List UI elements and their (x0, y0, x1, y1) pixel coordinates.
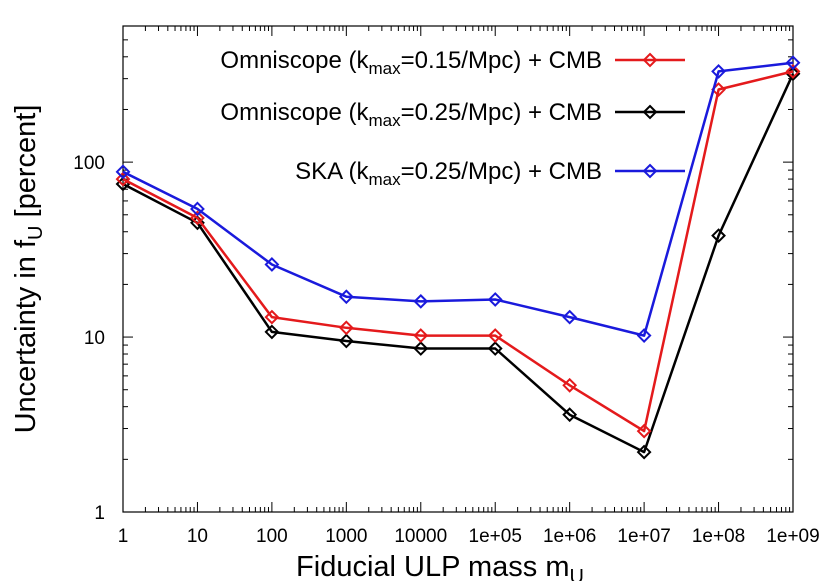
data-point-marker (711, 228, 726, 244)
data-point-marker (636, 328, 652, 343)
data-point-marker (413, 293, 429, 309)
data-point-marker (413, 341, 429, 356)
x-tick-label: 100 (256, 526, 288, 547)
x-tick-label: 10 (187, 526, 208, 547)
y-tick-label: 1 (94, 503, 105, 524)
data-point-marker (636, 444, 652, 460)
x-tick-label: 1e+06 (543, 526, 596, 547)
x-tick-labels: 1 10 100 1000 10000 1e+05 1e+06 1e+07 1e+08 1e+09 (118, 526, 820, 547)
data-point-marker (487, 341, 503, 356)
data-point-marker (264, 309, 280, 325)
series-line (122, 70, 794, 433)
data-point-marker (562, 309, 578, 325)
data-point-marker (562, 377, 578, 393)
x-tick-label: 1 (118, 526, 129, 547)
y-tick-labels: 1 10 100 (73, 153, 105, 524)
plot-frame (122, 25, 794, 513)
legend-marker (642, 104, 658, 120)
x-tick-label: 1000 (325, 526, 367, 547)
y-tick-label: 100 (73, 153, 105, 174)
legend-label: Omniscope (kmax=0.15/Mpc) + CMB (220, 47, 602, 78)
data-point-marker (785, 55, 801, 71)
legend-marker (642, 52, 658, 68)
data-point-marker (487, 328, 503, 343)
x-axis-title: Fiducial ULP mass mU (296, 551, 584, 581)
legend-label: Omniscope (kmax=0.25/Mpc) + CMB (220, 99, 602, 130)
series-line (122, 61, 794, 337)
series-2 (115, 66, 801, 460)
data-point-marker (711, 64, 726, 79)
data-point-marker (338, 333, 354, 349)
x-tick-label: 10000 (394, 526, 447, 547)
legend: Omniscope (kmax=0.15/Mpc) + CMB Omniscope… (220, 47, 685, 189)
y-axis-title: Uncertainty in fU [percent] (10, 105, 47, 434)
x-tick-label: 1e+09 (766, 526, 819, 547)
data-point-marker (264, 257, 280, 272)
data-point-marker (487, 292, 503, 307)
data-point-marker (115, 164, 131, 180)
legend-marker (642, 163, 658, 179)
data-point-marker (115, 171, 131, 187)
data-point-marker (338, 289, 354, 305)
x-tick-label: 1e+08 (692, 526, 745, 547)
data-point-marker (562, 407, 578, 423)
data-point-marker (338, 320, 354, 336)
y-tick-label: 10 (84, 328, 105, 349)
data-point-marker (264, 324, 280, 340)
data-point-marker (636, 423, 652, 439)
series-line (122, 73, 795, 454)
data-point-marker (413, 328, 429, 343)
legend-label: SKA (kmax=0.25/Mpc) + CMB (295, 158, 602, 189)
data-point-marker (190, 210, 205, 226)
series-3 (115, 55, 801, 343)
series-1 (115, 64, 801, 439)
x-tick-label: 1e+07 (617, 526, 670, 547)
series-layer (115, 55, 801, 460)
data-point-marker (190, 201, 205, 217)
data-point-marker (785, 64, 801, 79)
x-tick-label: 1e+05 (469, 526, 522, 547)
